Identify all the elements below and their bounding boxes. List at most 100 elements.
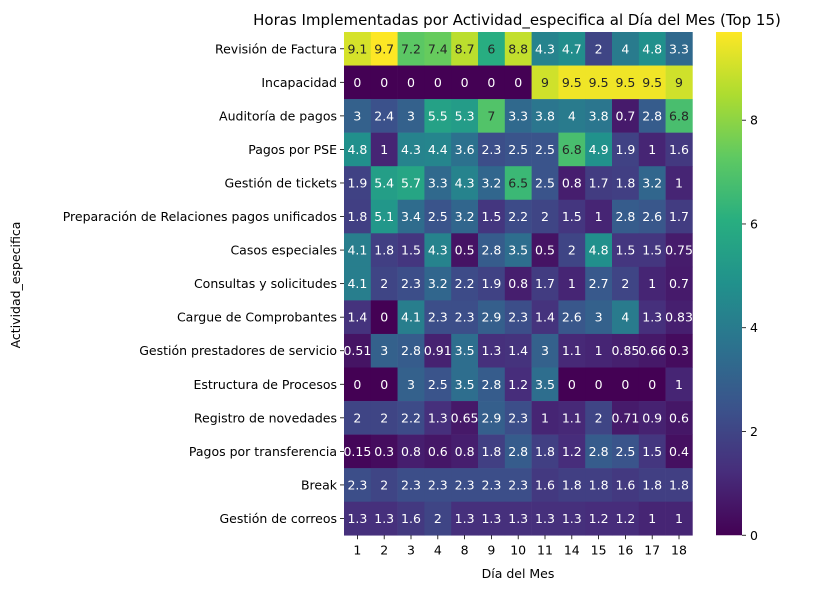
cell-value-label: 0.9 xyxy=(642,410,662,425)
cell-value-label: 9.1 xyxy=(347,41,367,56)
cell-value-label: 1.3 xyxy=(535,511,555,526)
colorbar: 0 2 4 6 8 xyxy=(716,32,758,543)
cell-value-label: 0.5 xyxy=(455,243,475,258)
heatmap-cell xyxy=(370,434,398,469)
x-tick-label: 10 xyxy=(510,542,526,557)
cell-value-label: 0 xyxy=(407,75,415,90)
cell-value-label: 0 xyxy=(514,75,522,90)
heatmap-cell xyxy=(370,32,398,66)
heatmap-cell xyxy=(531,166,559,201)
x-tick-label: 9 xyxy=(487,542,495,557)
cell-value-label: 1.8 xyxy=(481,444,501,459)
heatmap-cell xyxy=(397,199,425,234)
cell-value-label: 0 xyxy=(461,75,469,90)
cell-value-label: 2 xyxy=(380,276,388,291)
heatmap-cell xyxy=(370,501,398,536)
heatmap-cell xyxy=(478,32,506,66)
cell-value-label: 2.8 xyxy=(481,377,501,392)
x-tick-label: 3 xyxy=(407,542,415,557)
cell-value-label: 9.5 xyxy=(615,75,635,90)
cell-value-label: 2.6 xyxy=(642,209,662,224)
heatmap-cell xyxy=(504,266,532,301)
cell-value-label: 2.5 xyxy=(535,175,555,190)
heatmap-cell xyxy=(638,266,666,301)
heatmap-cell xyxy=(424,434,452,469)
cell-value-label: 1.3 xyxy=(428,410,448,425)
y-tick-label: Incapacidad xyxy=(261,75,337,90)
cell-value-label: 2 xyxy=(380,477,388,492)
heatmap-cell xyxy=(451,166,479,201)
heatmap-cell xyxy=(344,300,372,335)
heatmap-cell xyxy=(665,199,693,234)
heatmap-cell xyxy=(531,266,559,301)
cell-value-label: 2.8 xyxy=(615,209,635,224)
cell-value-label: 3.8 xyxy=(589,108,609,123)
x-tick-label: 18 xyxy=(671,542,687,557)
cell-value-label: 0.83 xyxy=(665,310,693,325)
cell-value-label: 2 xyxy=(595,41,603,56)
y-tick-label: Pagos por PSE xyxy=(248,142,337,157)
heatmap-cell xyxy=(585,166,613,201)
cell-value-label: 3.5 xyxy=(535,377,555,392)
cell-value-label: 7.4 xyxy=(428,41,448,56)
cell-value-label: 1 xyxy=(380,142,388,157)
heatmap-cell xyxy=(504,401,532,435)
heatmap-cell xyxy=(424,99,452,133)
heatmap-cell xyxy=(504,468,532,502)
heatmap-cell xyxy=(451,65,479,100)
cell-value-label: 8.8 xyxy=(508,41,528,56)
cell-value-label: 1 xyxy=(675,175,683,190)
cell-value-label: 3 xyxy=(353,108,361,123)
cell-value-label: 1 xyxy=(648,511,656,526)
x-tick-labels: 1 2 3 4 8 9 10 11 14 15 16 17 18 xyxy=(353,535,687,557)
cell-value-label: 3.5 xyxy=(455,343,475,358)
heatmap-cell xyxy=(424,501,452,536)
cell-value-label: 2 xyxy=(380,410,388,425)
heatmap-cell xyxy=(531,233,559,268)
cell-value-label: 1.2 xyxy=(615,511,635,526)
cell-value-label: 9.5 xyxy=(589,75,609,90)
cell-value-label: 4.7 xyxy=(562,41,582,56)
cell-value-label: 2.2 xyxy=(455,276,475,291)
cell-value-label: 2.2 xyxy=(401,410,421,425)
cell-value-label: 1.5 xyxy=(562,209,582,224)
heatmap-cell xyxy=(424,468,452,502)
cell-value-label: 0.65 xyxy=(451,410,479,425)
heatmap-cell xyxy=(424,233,452,268)
heatmap-cell xyxy=(344,132,372,167)
heatmap-cell xyxy=(504,99,532,133)
y-tick-label: Consultas y solicitudes xyxy=(194,276,337,291)
cell-value-label: 2 xyxy=(595,410,603,425)
cell-value-label: 3.8 xyxy=(535,108,555,123)
heatmap-cell xyxy=(665,65,693,100)
heatmap-cell xyxy=(558,468,586,502)
heatmap-cell xyxy=(344,65,372,100)
heatmap-cell xyxy=(585,468,613,502)
cell-value-label: 0.15 xyxy=(343,444,371,459)
heatmap-cell xyxy=(424,367,452,402)
heatmap-cell xyxy=(478,233,506,268)
cell-value-label: 2.3 xyxy=(455,477,475,492)
heatmap-cell xyxy=(531,501,559,536)
cell-value-label: 9.5 xyxy=(642,75,662,90)
cell-value-label: 6 xyxy=(487,41,495,56)
cell-value-label: 4.3 xyxy=(428,243,448,258)
colorbar-tick-label: 6 xyxy=(750,216,758,231)
cell-value-label: 2.3 xyxy=(428,477,448,492)
heatmap-cell xyxy=(558,266,586,301)
cell-value-label: 1.1 xyxy=(562,410,582,425)
heatmap-cell xyxy=(504,65,532,100)
cell-value-label: 2.8 xyxy=(642,108,662,123)
y-axis-label: Actividad_especifica xyxy=(8,222,23,349)
heatmap-cell xyxy=(478,300,506,335)
cell-value-label: 3 xyxy=(541,343,549,358)
heatmap-cell xyxy=(370,166,398,201)
heatmap-cell xyxy=(585,233,613,268)
heatmap-cell xyxy=(612,468,640,502)
cell-value-label: 2.5 xyxy=(508,142,528,157)
heatmap-cell xyxy=(424,300,452,335)
y-tick-label: Gestión de correos xyxy=(219,511,337,526)
heatmap-cell xyxy=(344,233,372,268)
cell-value-label: 4.1 xyxy=(401,310,421,325)
cell-value-label: 0.51 xyxy=(343,343,371,358)
